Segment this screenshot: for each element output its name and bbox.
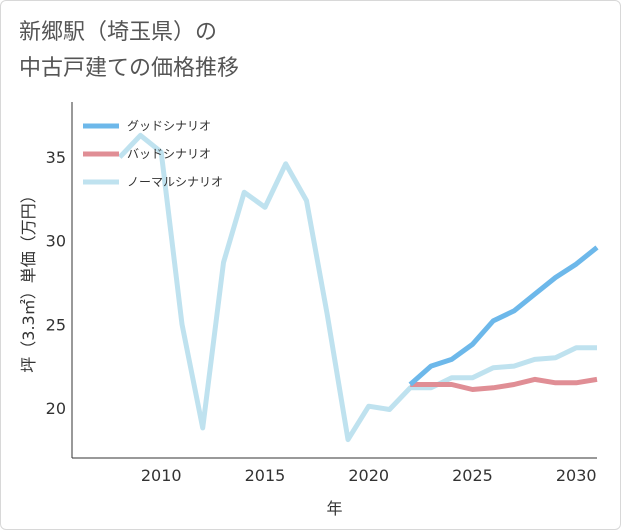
x-axis-label: 年 — [326, 499, 342, 518]
y-tick-label: 25 — [46, 315, 66, 334]
y-tick-label: 20 — [46, 399, 66, 418]
legend-label-2: ノーマルシナリオ — [127, 175, 223, 189]
chart-title-line1: 新郷駅（埼玉県）の — [19, 20, 218, 45]
y-tick-label: 35 — [46, 148, 66, 167]
x-tick-label: 2020 — [348, 466, 389, 485]
legend-label-1: バッドシナリオ — [127, 147, 211, 161]
x-tick-label: 2025 — [452, 466, 493, 485]
series-line-2 — [117, 132, 597, 443]
plot-area — [72, 102, 597, 458]
legend-label-0: グッドシナリオ — [127, 119, 211, 133]
y-axis-label: 坪（3.3㎡）単価（万円） — [19, 187, 38, 372]
y-tick-label: 30 — [46, 232, 66, 251]
plot-frame — [71, 102, 597, 459]
chart-title-line2: 中古戸建ての価格推移 — [19, 56, 240, 81]
series-layer — [117, 132, 599, 443]
x-tick-label: 2030 — [556, 466, 597, 485]
series-line-0 — [408, 245, 599, 387]
series-line-1 — [410, 376, 598, 392]
x-tick-label: 2010 — [141, 466, 182, 485]
x-tick-label: 2015 — [245, 466, 286, 485]
chart-title: 新郷駅（埼玉県）の 中古戸建ての価格推移 — [19, 15, 239, 87]
